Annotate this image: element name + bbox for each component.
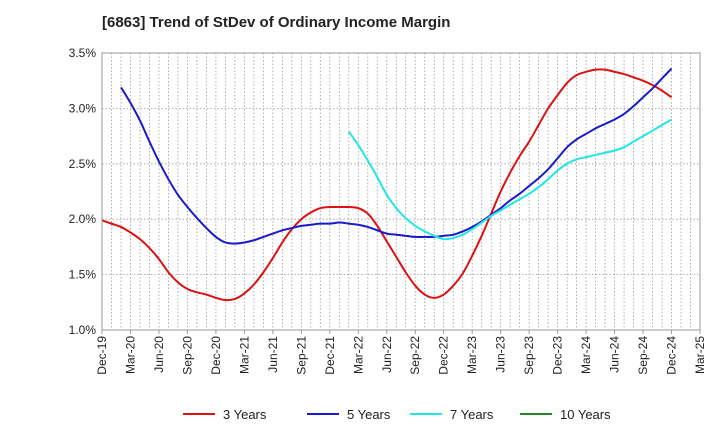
y-axis: 1.0% 1.5% 2.0% 2.5% 3.0% 3.5% bbox=[69, 46, 97, 337]
y-tick-label: 3.5% bbox=[69, 46, 97, 60]
x-tick-label: Dec-24 bbox=[665, 336, 679, 375]
series-lines bbox=[101, 67, 673, 302]
x-tick-label: Dec-20 bbox=[209, 336, 223, 375]
x-tick-label: Sep-24 bbox=[636, 336, 650, 375]
x-tick-label: Mar-25 bbox=[693, 336, 707, 374]
x-tick-label: Mar-20 bbox=[123, 336, 137, 374]
x-tick-label: Sep-20 bbox=[180, 336, 194, 375]
y-tick-label: 2.0% bbox=[69, 212, 97, 226]
legend-label-7-years: 7 Years bbox=[450, 407, 494, 422]
plot-frame bbox=[101, 52, 701, 331]
grid-lines bbox=[102, 52, 700, 331]
series-line-5-years bbox=[120, 67, 673, 245]
x-tick-label: Jun-22 bbox=[380, 336, 394, 373]
legend: 3 Years 5 Years 7 Years 10 Years bbox=[183, 407, 611, 422]
x-tick-label: Dec-22 bbox=[437, 336, 451, 375]
y-tick-label: 1.0% bbox=[69, 323, 97, 337]
x-tick-label: Sep-23 bbox=[522, 336, 536, 375]
x-tick-label: Sep-22 bbox=[408, 336, 422, 375]
x-tick-label: Dec-21 bbox=[323, 336, 337, 375]
x-tick-label: Dec-23 bbox=[551, 336, 565, 375]
x-tick-label: Jun-21 bbox=[266, 336, 280, 373]
legend-label-5-years: 5 Years bbox=[347, 407, 391, 422]
series-line-3-years bbox=[101, 68, 673, 302]
y-tick-label: 2.5% bbox=[69, 157, 97, 171]
x-tick-label: Jun-20 bbox=[152, 336, 166, 373]
x-tick-label: Mar-24 bbox=[579, 336, 593, 374]
x-tick-label: Mar-22 bbox=[351, 336, 365, 374]
legend-label-10-years: 10 Years bbox=[560, 407, 611, 422]
y-tick-label: 1.5% bbox=[69, 268, 97, 282]
x-tick-label: Mar-23 bbox=[465, 336, 479, 374]
legend-label-3-years: 3 Years bbox=[223, 407, 267, 422]
x-tick-label: Sep-21 bbox=[294, 336, 308, 375]
x-tick-label: Dec-19 bbox=[95, 336, 109, 375]
chart-title: [6863] Trend of StDev of Ordinary Income… bbox=[102, 14, 451, 31]
series-line-7-years bbox=[347, 118, 673, 241]
x-axis: Dec-19 Mar-20 Jun-20 Sep-20 Dec-20 Mar-21 Jun-… bbox=[95, 330, 707, 375]
y-tick-label: 3.0% bbox=[69, 101, 97, 115]
x-tick-label: Jun-23 bbox=[494, 336, 508, 373]
x-tick-label: Mar-21 bbox=[237, 336, 251, 374]
x-tick-label: Jun-24 bbox=[608, 336, 622, 373]
